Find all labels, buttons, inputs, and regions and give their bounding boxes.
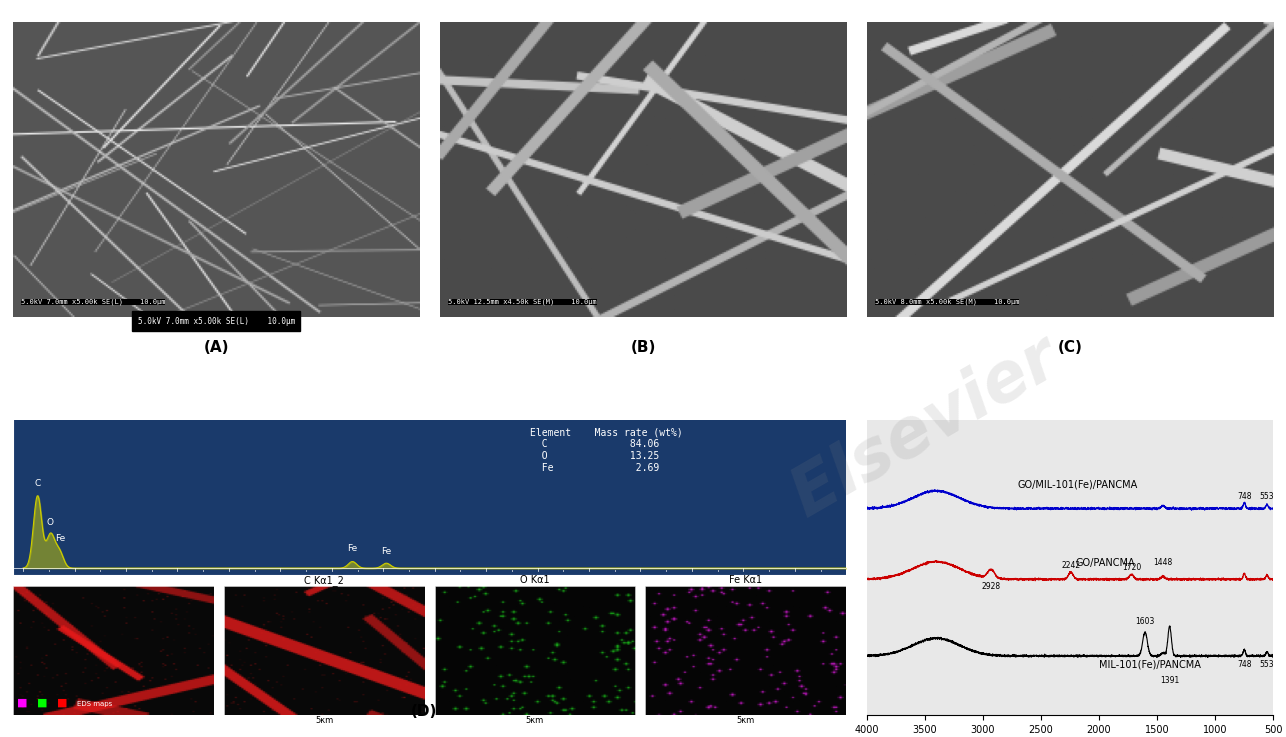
Text: (D): (D) <box>412 704 437 719</box>
Text: 5.0kV 8.0mm x5.00k SE(M)    10.0μm: 5.0kV 8.0mm x5.00k SE(M) 10.0μm <box>874 298 1020 305</box>
Text: 2242: 2242 <box>1061 562 1080 570</box>
Text: 1448: 1448 <box>1154 559 1173 567</box>
Text: 1391: 1391 <box>1160 677 1179 685</box>
Text: Fe: Fe <box>347 545 358 553</box>
Text: 748: 748 <box>1237 660 1251 669</box>
Text: 5.0kV 12.5mm x4.50k SE(M)    10.0μm: 5.0kV 12.5mm x4.50k SE(M) 10.0μm <box>448 298 597 305</box>
Text: O: O <box>46 518 54 527</box>
Text: GO/MIL-101(Fe)/PANCMA: GO/MIL-101(Fe)/PANCMA <box>1017 480 1138 490</box>
X-axis label: keV: keV <box>412 600 430 610</box>
Text: Fe: Fe <box>381 547 391 556</box>
Text: MIL-101(Fe)/PANCMA: MIL-101(Fe)/PANCMA <box>1100 660 1201 670</box>
Title: C Kα1_2: C Kα1_2 <box>305 575 345 586</box>
Text: (B): (B) <box>630 340 656 355</box>
X-axis label: 5κm: 5κm <box>737 716 755 725</box>
X-axis label: 5.0kV 7.0mm x5.00k SE(L)    10.0μm: 5.0kV 7.0mm x5.00k SE(L) 10.0μm <box>138 317 294 326</box>
Text: 553: 553 <box>1260 492 1274 501</box>
X-axis label: 5κm: 5κm <box>315 716 333 725</box>
Text: ■: ■ <box>57 697 68 708</box>
Text: C: C <box>35 478 41 488</box>
Text: (C): (C) <box>1057 340 1083 355</box>
Title: Fe Kα1: Fe Kα1 <box>729 576 763 585</box>
Title: O Kα1: O Kα1 <box>520 576 550 585</box>
Text: Elsevier: Elsevier <box>781 324 1071 531</box>
Text: 553: 553 <box>1260 660 1274 669</box>
X-axis label: 5κm: 5κm <box>526 716 544 725</box>
Text: Element    Mass rate (wt%)
  C              84.06
  O              13.25
  Fe   : Element Mass rate (wt%) C 84.06 O 13.25 … <box>530 427 683 472</box>
Text: (A): (A) <box>203 340 229 355</box>
Text: ■: ■ <box>37 697 48 708</box>
Text: ■: ■ <box>17 697 27 708</box>
Text: 5.0kV 7.0mm x5.00k SE(L)    10.0μm: 5.0kV 7.0mm x5.00k SE(L) 10.0μm <box>21 298 166 305</box>
Text: 1720: 1720 <box>1121 563 1141 572</box>
Text: 2928: 2928 <box>981 582 1001 591</box>
Text: EDS maps: EDS maps <box>77 701 112 708</box>
Text: 748: 748 <box>1237 492 1251 501</box>
Text: Fe: Fe <box>55 534 66 543</box>
X-axis label: 5κm: 5κm <box>104 716 122 725</box>
Text: 1603: 1603 <box>1136 618 1155 626</box>
Text: GO/PANCMA: GO/PANCMA <box>1075 559 1136 568</box>
